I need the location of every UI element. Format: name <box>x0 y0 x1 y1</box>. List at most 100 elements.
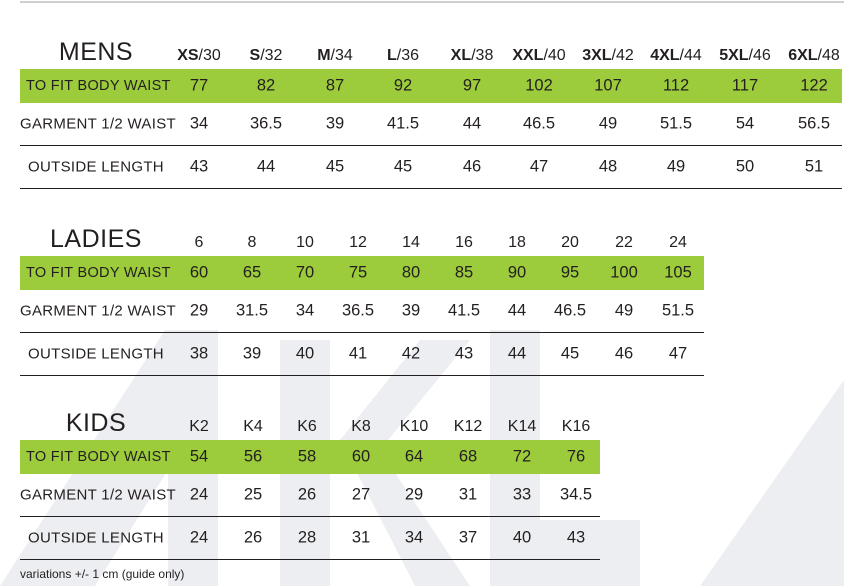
size-code: XL <box>450 47 472 64</box>
kids-measurement-cell: 54 <box>189 447 209 466</box>
kids-measurement-cell: 76 <box>566 447 586 466</box>
mens-measurement-cell: 51.5 <box>659 114 693 133</box>
mens-measurement-cell: 47 <box>529 157 549 176</box>
mens-size-label: XXL/40 <box>512 47 565 65</box>
ladies-table-row: TO FIT BODY WAIST 60 65 70 75 80 85 90 95 100 105 <box>20 256 704 290</box>
size-code: 6XL <box>788 47 818 64</box>
size-number: 16 <box>455 234 473 251</box>
ladies-measurement-cell: 44 <box>507 344 527 363</box>
mens-measurement-cell: 48 <box>598 157 618 176</box>
size-number: /46 <box>748 47 771 64</box>
mens-size-label: 5XL/46 <box>719 47 771 65</box>
mens-table-row: TO FIT BODY WAIST 77 82 87 92 97 102 107 112 117 1… <box>20 69 842 103</box>
mens-measurement-cell: 102 <box>525 76 553 95</box>
ladies-size-label: 24 <box>669 234 687 252</box>
kids-measurement-cell: 27 <box>351 485 371 504</box>
size-number: /36 <box>396 47 420 64</box>
size-code: 5XL <box>719 47 749 64</box>
kids-measurement-cell: 26 <box>297 485 317 504</box>
mens-size-label: XL/38 <box>451 47 494 65</box>
mens-measurement-cell: 122 <box>800 76 828 95</box>
ladies-size-label: 16 <box>455 234 473 252</box>
ladies-measurement-cell: 90 <box>507 263 527 282</box>
size-number: /42 <box>611 47 634 64</box>
size-code: M <box>317 47 331 64</box>
size-number: K10 <box>399 418 429 435</box>
mens-size-table: MENS XS/30 S/32 M/34 L/36 XL/38 XXL/40 3XL/42 4X… <box>20 35 842 189</box>
mens-measurement-cell: 117 <box>731 76 759 95</box>
mens-measurement-cell: 87 <box>325 76 345 95</box>
ladies-measurement-cell: 42 <box>401 344 421 363</box>
ladies-measurement-cell: 85 <box>454 263 474 282</box>
mens-measurement-cell: 56.5 <box>797 114 831 133</box>
ladies-measurement-cell: 100 <box>610 263 638 282</box>
mens-measurement-cell: 41.5 <box>386 114 420 133</box>
size-number: /34 <box>330 47 353 64</box>
ladies-measurement-cell: 46.5 <box>553 301 587 320</box>
mens-measurement-cell: 34 <box>189 114 209 133</box>
kids-measurement-cell: 25 <box>243 485 263 504</box>
size-number: K4 <box>243 418 263 435</box>
kids-measurement-cell: 68 <box>458 447 478 466</box>
kids-size-table: KIDS K2 K4 K6 K8 K10 K12 K14 K16 TO FIT BODY WAIS… <box>20 406 600 560</box>
ladies-measurement-cell: 43 <box>454 344 474 363</box>
size-code: 3XL <box>582 47 612 64</box>
ladies-measurement-cell: 80 <box>401 263 421 282</box>
ladies-size-label: 22 <box>615 234 633 252</box>
kids-measurement-cell: 43 <box>566 528 586 547</box>
size-number: 22 <box>615 234 633 251</box>
mens-measurement-cell: 45 <box>393 157 413 176</box>
ladies-size-label: 18 <box>508 234 526 252</box>
mens-size-label: M/34 <box>317 47 353 65</box>
ladies-measurement-cell: 40 <box>295 344 315 363</box>
mens-row-label: OUTSIDE LENGTH <box>28 158 164 176</box>
ladies-size-table: LADIES 6 8 10 12 14 16 18 20 22 24 TO FIT BODY WAIS… <box>20 222 704 376</box>
size-number: K12 <box>453 418 483 435</box>
size-code: 4XL <box>650 47 680 64</box>
mens-measurement-cell: 51 <box>804 157 824 176</box>
kids-size-label: K8 <box>351 418 371 436</box>
mens-measurement-cell: 97 <box>462 76 482 95</box>
size-number: 10 <box>296 234 314 251</box>
mens-measurement-cell: 49 <box>598 114 618 133</box>
size-code: L <box>386 47 397 64</box>
size-number: /44 <box>679 47 702 64</box>
kids-measurement-cell: 31 <box>458 485 478 504</box>
kids-measurement-cell: 34 <box>404 528 424 547</box>
ladies-measurement-cell: 46 <box>614 344 634 363</box>
ladies-row-label: GARMENT 1/2 WAIST <box>20 302 176 320</box>
kids-measurement-cell: 56 <box>243 447 263 466</box>
ladies-measurement-cell: 70 <box>295 263 315 282</box>
kids-measurement-cell: 40 <box>512 528 532 547</box>
kids-measurement-cell: 24 <box>189 485 209 504</box>
ladies-measurement-cell: 39 <box>401 301 421 320</box>
kids-row-label: OUTSIDE LENGTH <box>28 529 164 547</box>
kids-measurement-cell: 29 <box>404 485 424 504</box>
mens-measurement-cell: 77 <box>189 76 209 95</box>
mens-size-label: XS/30 <box>177 47 221 65</box>
mens-measurement-cell: 49 <box>666 157 686 176</box>
ladies-measurement-cell: 31.5 <box>235 301 269 320</box>
kids-size-label: K2 <box>189 418 209 436</box>
size-number: 14 <box>402 234 420 251</box>
kids-size-label: K4 <box>243 418 263 436</box>
kids-measurement-cell: 28 <box>297 528 317 547</box>
ladies-measurement-cell: 47 <box>668 344 688 363</box>
ladies-measurement-cell: 105 <box>664 263 692 282</box>
kids-row-label: TO FIT BODY WAIST <box>26 449 171 465</box>
kids-table-row: OUTSIDE LENGTH 24 26 28 31 34 37 40 43 <box>20 517 600 560</box>
size-number: 6 <box>194 234 204 251</box>
size-number: K16 <box>561 418 591 435</box>
mens-size-label: L/36 <box>387 47 419 65</box>
size-number: 12 <box>349 234 367 251</box>
mens-size-label: 3XL/42 <box>582 47 634 65</box>
size-number: 8 <box>247 234 257 251</box>
ladies-measurement-cell: 39 <box>242 344 262 363</box>
mens-measurement-cell: 46.5 <box>522 114 556 133</box>
mens-measurement-cell: 92 <box>393 76 413 95</box>
ladies-measurement-cell: 44 <box>507 301 527 320</box>
ladies-measurement-cell: 95 <box>560 263 580 282</box>
kids-size-label: K14 <box>508 418 536 436</box>
size-number: K14 <box>507 418 537 435</box>
mens-measurement-cell: 50 <box>735 157 755 176</box>
